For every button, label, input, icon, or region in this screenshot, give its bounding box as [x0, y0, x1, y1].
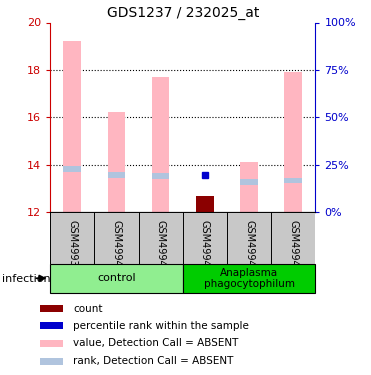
Text: percentile rank within the sample: percentile rank within the sample: [73, 321, 249, 331]
Bar: [40, 305, 63, 312]
Text: control: control: [97, 273, 136, 284]
Bar: [40, 322, 63, 329]
Bar: [285, 72, 302, 212]
Text: count: count: [73, 303, 103, 313]
Bar: [183, 264, 315, 292]
Bar: [63, 42, 81, 212]
Bar: [240, 179, 258, 184]
Bar: [108, 172, 125, 177]
Bar: [50, 264, 183, 292]
Bar: [285, 177, 302, 183]
Bar: [240, 162, 258, 212]
Text: rank, Detection Call = ABSENT: rank, Detection Call = ABSENT: [73, 356, 233, 366]
Text: GSM49939: GSM49939: [67, 220, 77, 273]
Text: value, Detection Call = ABSENT: value, Detection Call = ABSENT: [73, 338, 239, 348]
Bar: [63, 166, 81, 172]
Text: GSM49944: GSM49944: [288, 220, 298, 273]
Text: GSM49940: GSM49940: [111, 220, 121, 273]
Bar: [108, 112, 125, 212]
Bar: [196, 196, 214, 212]
Text: GSM49941: GSM49941: [155, 220, 165, 273]
Text: infection: infection: [2, 274, 50, 284]
Text: Anaplasma
phagocytophilum: Anaplasma phagocytophilum: [204, 268, 295, 289]
Bar: [40, 340, 63, 347]
Text: GSM49943: GSM49943: [244, 220, 254, 273]
Title: GDS1237 / 232025_at: GDS1237 / 232025_at: [106, 6, 259, 20]
Bar: [40, 358, 63, 365]
Text: GSM49942: GSM49942: [200, 220, 210, 273]
Bar: [152, 173, 170, 179]
Bar: [152, 77, 170, 212]
